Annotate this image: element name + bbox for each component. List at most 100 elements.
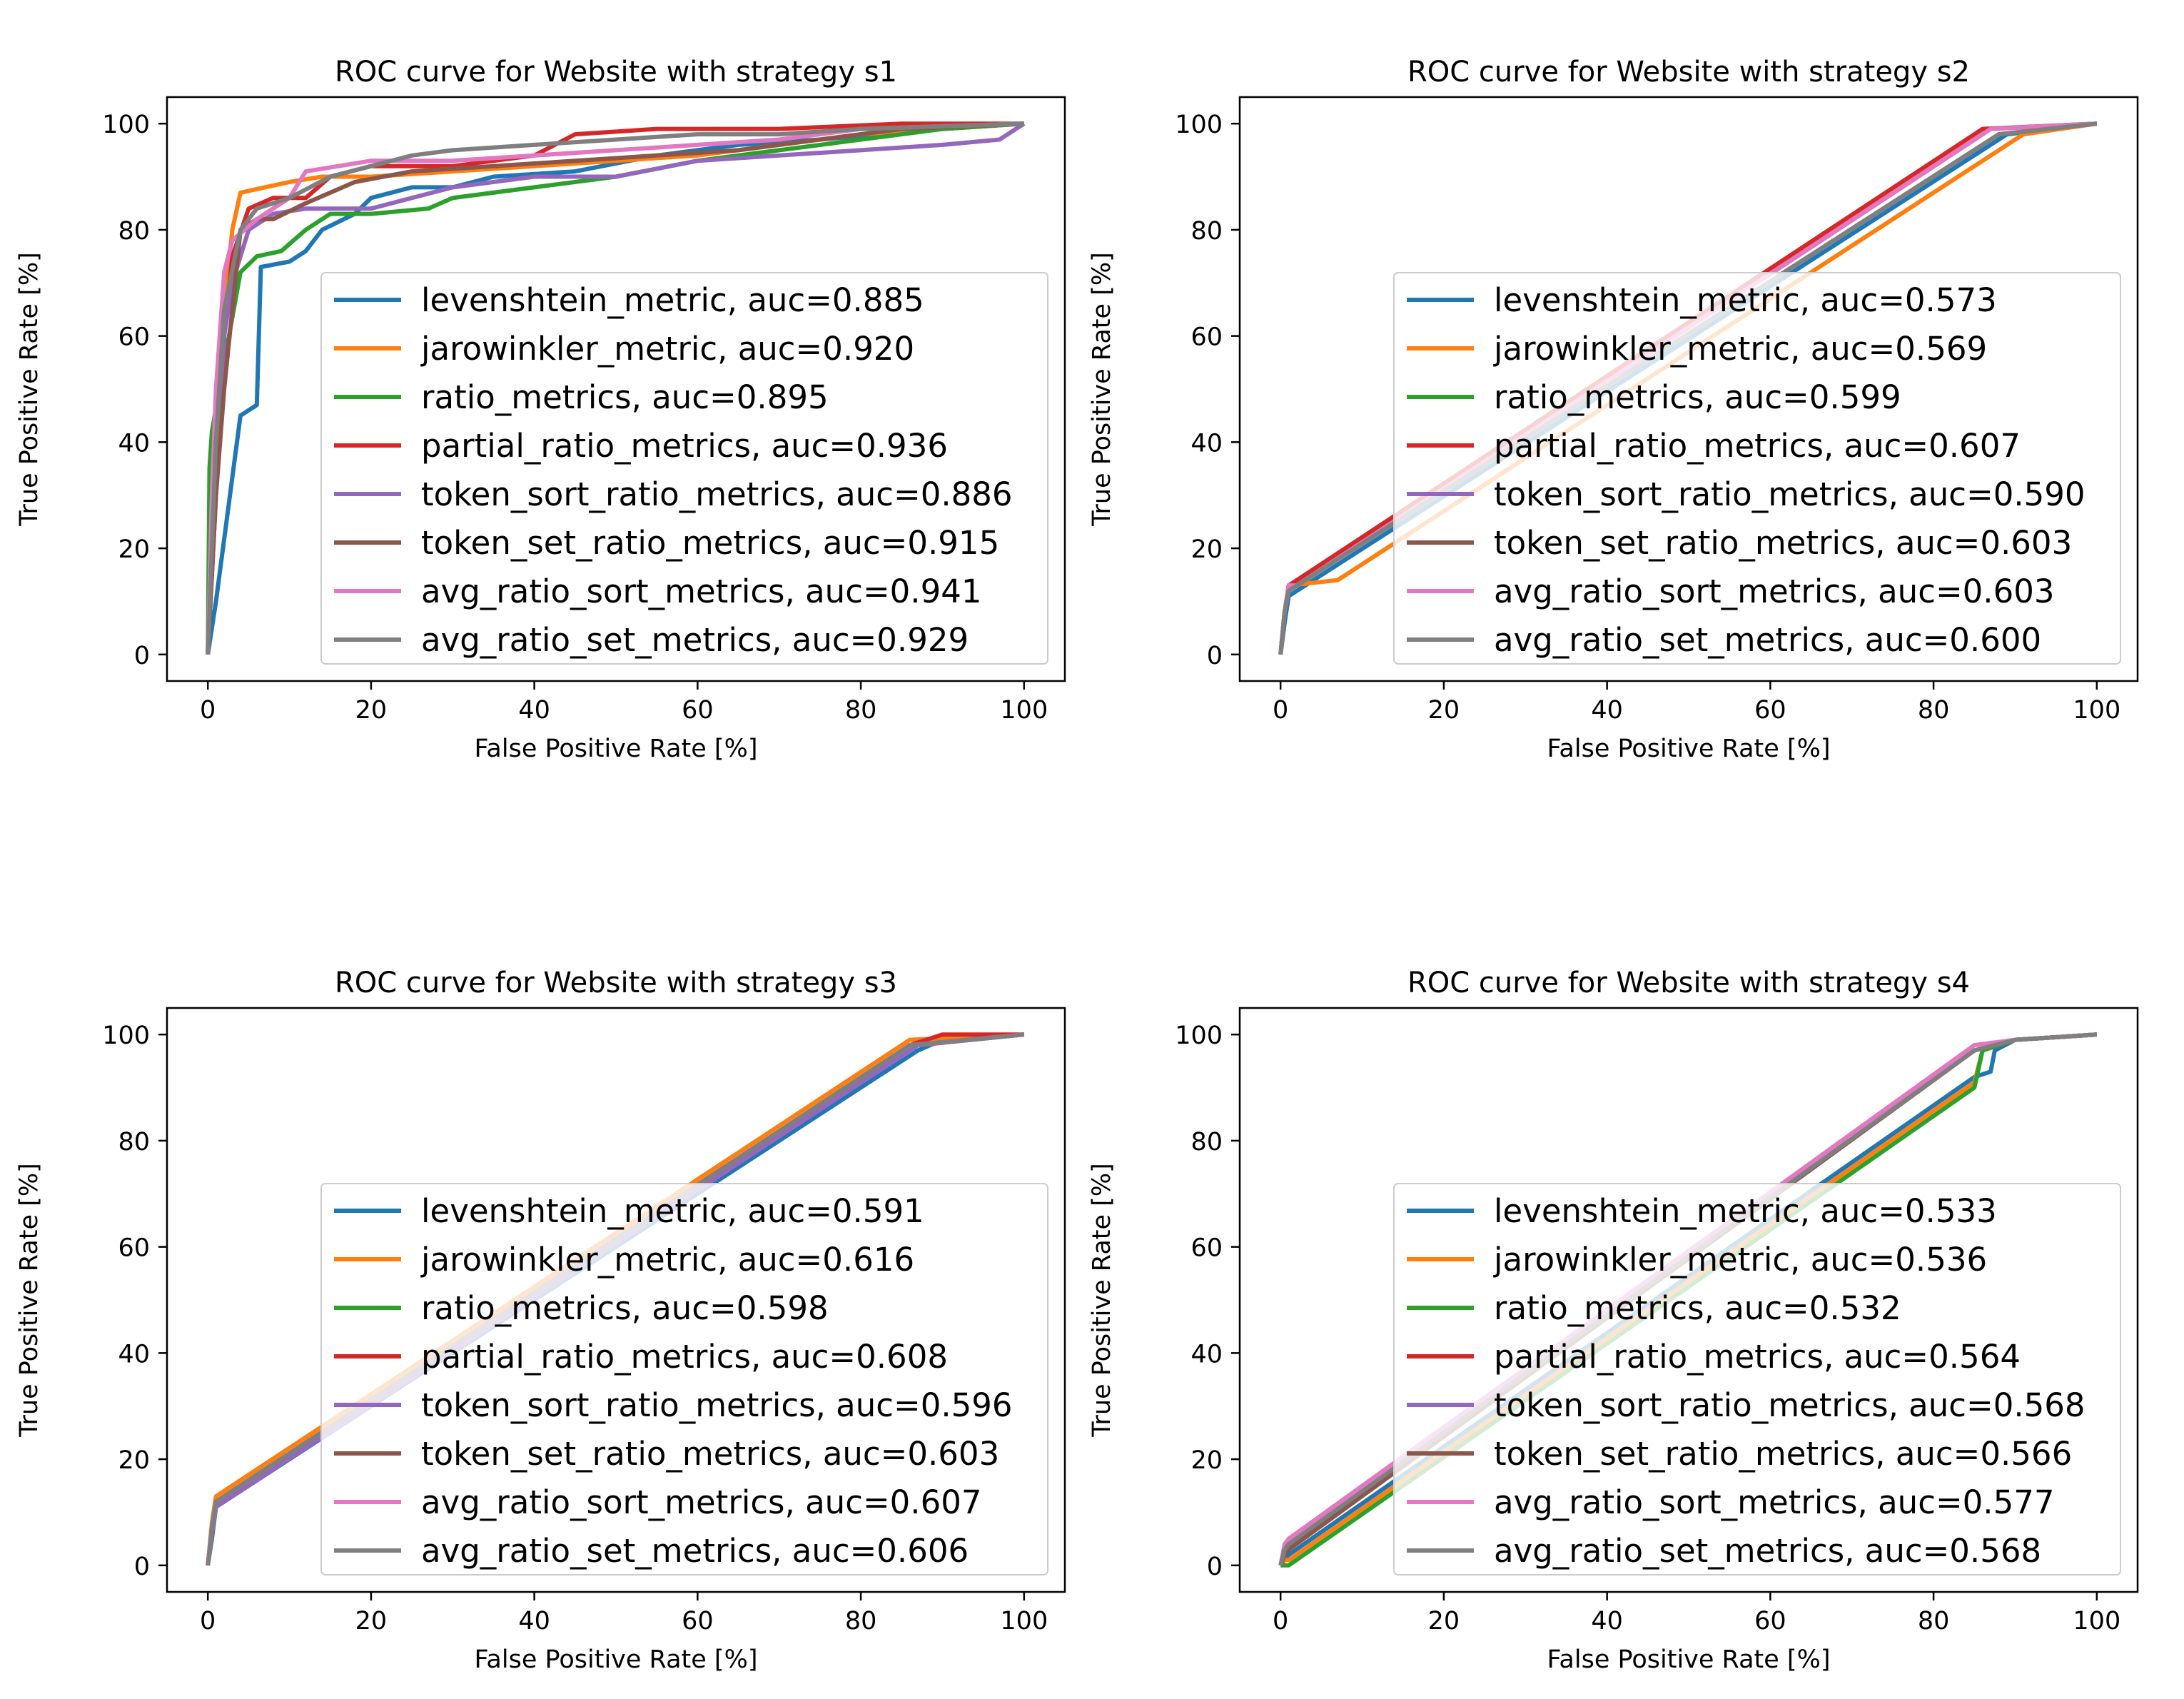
y-tick-label: 80 [1190,1128,1223,1156]
legend-entry: partial_ratio_metrics, auc=0.607 [1494,427,2021,465]
y-tick-label: 60 [118,323,150,352]
legend-entry: partial_ratio_metrics, auc=0.608 [421,1338,948,1376]
x-tick-label: 60 [682,696,714,725]
x-tick-label: 20 [355,1607,388,1635]
y-tick-label: 40 [118,429,150,458]
legend-entry: token_sort_ratio_metrics, auc=0.596 [421,1386,1013,1424]
y-tick-label: 100 [1175,111,1223,139]
series-lines [206,121,1026,655]
x-tick-label: 60 [1754,696,1786,725]
x-tick-label: 100 [2073,696,2120,725]
legend-entry: levenshtein_metric, auc=0.885 [421,281,924,319]
chart-title: ROC curve for Website with strategy s3 [335,967,897,999]
x-tick-label: 20 [1428,696,1460,725]
x-tick-label: 0 [200,696,216,725]
chart-title: ROC curve for Website with strategy s4 [1407,967,1970,999]
chart-title: ROC curve for Website with strategy s1 [335,56,897,89]
legend-entry: token_sort_ratio_metrics, auc=0.590 [1494,475,2086,513]
legend-entry: ratio_metrics, auc=0.895 [421,378,829,416]
y-tick-label: 60 [1190,323,1223,352]
legend-entry: levenshtein_metric, auc=0.591 [421,1192,924,1230]
x-tick-label: 0 [1273,696,1288,725]
y-tick-label: 0 [1207,642,1223,670]
x-tick-label: 0 [200,1607,216,1635]
legend-entry: token_set_ratio_metrics, auc=0.566 [1494,1435,2072,1473]
legend-entry: avg_ratio_sort_metrics, auc=0.941 [421,573,981,610]
x-tick-label: 40 [518,1607,550,1635]
roc-line-8 [206,121,1024,655]
roc-line-6 [206,121,1024,655]
legend-entry: levenshtein_metric, auc=0.533 [1494,1192,1997,1230]
roc-panel-s3: ROC curve for Website with strategy s3 0 2… [15,967,1066,1674]
axes-frame [1238,96,2139,682]
legend-entry: partial_ratio_metrics, auc=0.936 [421,427,948,465]
legend-entry: ratio_metrics, auc=0.532 [1494,1289,1901,1327]
x-tick-label: 0 [1273,1607,1288,1635]
x-axis-label: False Positive Rate [%] [475,735,758,763]
x-tick-label: 80 [845,1607,877,1635]
legend: levenshtein_metric, auc=0.885 jarowinkler… [320,272,1048,665]
y-tick-label: 0 [134,1553,150,1581]
legend-entry: levenshtein_metric, auc=0.573 [1494,281,1997,319]
y-tick-label: 80 [1190,217,1223,246]
y-tick-label: 0 [1207,1553,1223,1581]
axes-frame [166,96,1066,682]
legend-entry: avg_ratio_set_metrics, auc=0.606 [421,1532,969,1570]
legend-entry: jarowinkler_metric, auc=0.920 [420,330,914,368]
legend-entry: token_sort_ratio_metrics, auc=0.886 [421,475,1013,513]
legend-entry: avg_ratio_set_metrics, auc=0.929 [421,621,969,659]
roc-line-8 [1278,121,2098,655]
x-axis-label: False Positive Rate [%] [1547,735,1831,763]
x-tick-label: 40 [518,696,550,725]
legend-box [320,272,1048,665]
y-tick-label: 0 [134,642,150,670]
legend-entry: jarowinkler_metric, auc=0.616 [420,1241,914,1279]
legend-entry: token_set_ratio_metrics, auc=0.603 [421,1435,999,1473]
legend-entry: token_sort_ratio_metrics, auc=0.568 [1494,1386,2086,1424]
y-tick-label: 80 [118,217,150,246]
legend-box [320,1183,1048,1576]
y-tick-label: 20 [118,1446,150,1475]
legend-entry: avg_ratio_sort_metrics, auc=0.577 [1494,1483,2054,1521]
roc-line-5 [206,121,1026,655]
y-axis-label: True Positive Rate [%] [1088,1163,1116,1437]
y-tick-label: 100 [102,111,150,139]
axes-frame [1238,1007,2139,1593]
legend-entry: avg_ratio_sort_metrics, auc=0.603 [1494,573,2054,610]
roc-line-8 [206,1032,1025,1566]
y-tick-label: 100 [1175,1022,1223,1050]
legend: levenshtein_metric, auc=0.591 jarowinkler… [320,1183,1048,1576]
x-tick-label: 20 [1428,1607,1460,1635]
y-tick-label: 80 [118,1128,150,1156]
roc-line-1 [206,121,1024,655]
roc-panel-s2: ROC curve for Website with strategy s2 0 2… [1088,56,2139,763]
legend-entry: avg_ratio_sort_metrics, auc=0.607 [421,1483,981,1521]
y-tick-label: 60 [118,1234,150,1263]
x-tick-label: 60 [682,1607,714,1635]
axes-frame [166,1007,1066,1593]
x-tick-label: 100 [1000,1607,1048,1635]
legend-entry: ratio_metrics, auc=0.599 [1494,378,1901,416]
x-axis-label: False Positive Rate [%] [475,1645,758,1674]
legend-entry: avg_ratio_set_metrics, auc=0.600 [1494,621,2041,659]
legend-entry: token_set_ratio_metrics, auc=0.915 [421,524,999,562]
series-lines [1278,121,2098,655]
legend-entry: jarowinkler_metric, auc=0.536 [1493,1241,1987,1279]
y-axis-label: True Positive Rate [%] [15,1163,44,1437]
x-tick-label: 40 [1591,696,1623,725]
y-tick-label: 20 [1190,1446,1223,1475]
chart-title: ROC curve for Website with strategy s2 [1407,56,1970,89]
x-tick-label: 100 [1000,696,1048,725]
legend-entry: jarowinkler_metric, auc=0.569 [1493,330,1987,368]
x-tick-label: 80 [1918,696,1950,725]
y-axis-label: True Positive Rate [%] [15,252,44,526]
legend-entry: token_set_ratio_metrics, auc=0.603 [1494,524,2072,562]
x-tick-label: 80 [845,696,877,725]
legend-box [1393,1183,2121,1576]
roc-panel-s1: ROC curve for Website with strategy s1 0 2… [15,56,1066,763]
y-tick-label: 20 [1190,535,1223,564]
x-tick-label: 20 [355,696,388,725]
y-axis-label: True Positive Rate [%] [1088,252,1116,526]
x-tick-label: 80 [1918,1607,1950,1635]
